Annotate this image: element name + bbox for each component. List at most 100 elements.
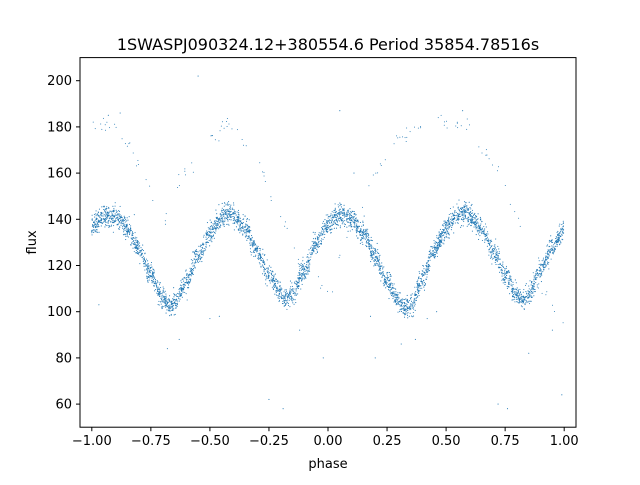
- data-point: [410, 297, 412, 299]
- data-point: [287, 296, 289, 298]
- data-point: [148, 279, 150, 281]
- data-point: [342, 209, 344, 211]
- data-point: [543, 269, 545, 271]
- data-point: [534, 291, 536, 293]
- data-point: [128, 216, 130, 218]
- data-point: [475, 234, 477, 236]
- data-point: [413, 301, 415, 303]
- data-point: [195, 250, 197, 252]
- data-point: [301, 283, 303, 285]
- data-point: [205, 242, 207, 244]
- data-point: [540, 263, 542, 265]
- data-point: [457, 219, 459, 221]
- data-point: [290, 295, 293, 297]
- data-point: [451, 222, 454, 224]
- data-point: [250, 230, 252, 232]
- data-point: [327, 230, 329, 232]
- data-point: [332, 223, 334, 226]
- data-point: [512, 281, 514, 283]
- data-point: [541, 274, 543, 276]
- data-point: [102, 212, 104, 214]
- data-point: [469, 211, 471, 213]
- data-point: [370, 261, 372, 263]
- data-point: [173, 299, 175, 301]
- data-point: [134, 232, 136, 234]
- data-point: [418, 286, 420, 288]
- data-point: [428, 270, 430, 272]
- data-point-secondary: [552, 304, 554, 306]
- data-point: [187, 274, 189, 276]
- data-point: [132, 247, 134, 249]
- data-point: [471, 203, 473, 205]
- data-point: [131, 242, 133, 244]
- data-point: [470, 219, 473, 221]
- data-point: [423, 279, 425, 281]
- data-point: [472, 214, 475, 216]
- data-point-secondary: [468, 124, 470, 126]
- data-point: [279, 290, 281, 292]
- data-point: [188, 274, 190, 276]
- data-point: [485, 226, 487, 228]
- data-point: [104, 208, 106, 210]
- data-point: [496, 261, 498, 263]
- data-point: [272, 288, 275, 291]
- data-point: [479, 235, 481, 237]
- data-point: [306, 268, 308, 270]
- data-point: [445, 222, 448, 224]
- data-point: [107, 215, 109, 217]
- data-point: [205, 232, 207, 234]
- data-point: [294, 299, 296, 301]
- data-point: [218, 220, 220, 222]
- data-point: [225, 204, 227, 206]
- data-point: [208, 236, 210, 238]
- data-point: [285, 295, 287, 297]
- data-point: [151, 277, 153, 279]
- data-point: [460, 225, 463, 227]
- data-point: [322, 238, 324, 240]
- data-point: [488, 249, 490, 251]
- y-tick-label: 140: [47, 213, 72, 228]
- data-point: [523, 297, 525, 299]
- data-point: [365, 244, 367, 246]
- data-point: [458, 214, 460, 216]
- data-point: [104, 217, 107, 220]
- data-point: [346, 211, 348, 213]
- data-point-secondary: [481, 152, 483, 154]
- data-point: [105, 225, 107, 227]
- data-point: [220, 214, 222, 216]
- data-point: [243, 218, 245, 220]
- data-point: [114, 213, 116, 215]
- data-point: [386, 277, 388, 279]
- data-point: [491, 251, 493, 253]
- data-point: [315, 245, 317, 247]
- data-point: [357, 227, 359, 229]
- data-point: [135, 240, 137, 242]
- data-point: [491, 245, 493, 247]
- data-point: [496, 254, 498, 257]
- data-point: [447, 220, 449, 222]
- data-point: [369, 245, 371, 247]
- data-point-secondary: [396, 135, 398, 137]
- data-point: [108, 211, 110, 213]
- data-point-secondary: [263, 175, 265, 177]
- data-point: [538, 283, 540, 285]
- data-point-secondary: [242, 144, 244, 146]
- data-point: [542, 264, 544, 266]
- data-point: [357, 219, 359, 221]
- data-point: [375, 252, 377, 254]
- data-point: [341, 223, 343, 225]
- data-point: [387, 289, 390, 291]
- data-point: [318, 243, 320, 245]
- data-point: [385, 280, 387, 282]
- data-point: [370, 247, 372, 249]
- data-point: [408, 307, 410, 309]
- data-point: [245, 223, 247, 225]
- data-point: [426, 263, 428, 265]
- data-point: [417, 286, 419, 288]
- data-point: [223, 214, 225, 216]
- data-point: [472, 221, 474, 223]
- data-point: [551, 247, 553, 249]
- data-point: [333, 221, 335, 223]
- data-point: [107, 225, 109, 227]
- data-point: [385, 277, 387, 279]
